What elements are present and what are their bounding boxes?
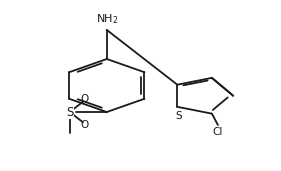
Text: O: O — [80, 94, 89, 104]
Text: NH$_2$: NH$_2$ — [96, 12, 118, 26]
Text: O: O — [80, 120, 89, 130]
Text: S: S — [67, 106, 74, 119]
Text: S: S — [175, 111, 182, 121]
Text: Cl: Cl — [213, 127, 223, 137]
